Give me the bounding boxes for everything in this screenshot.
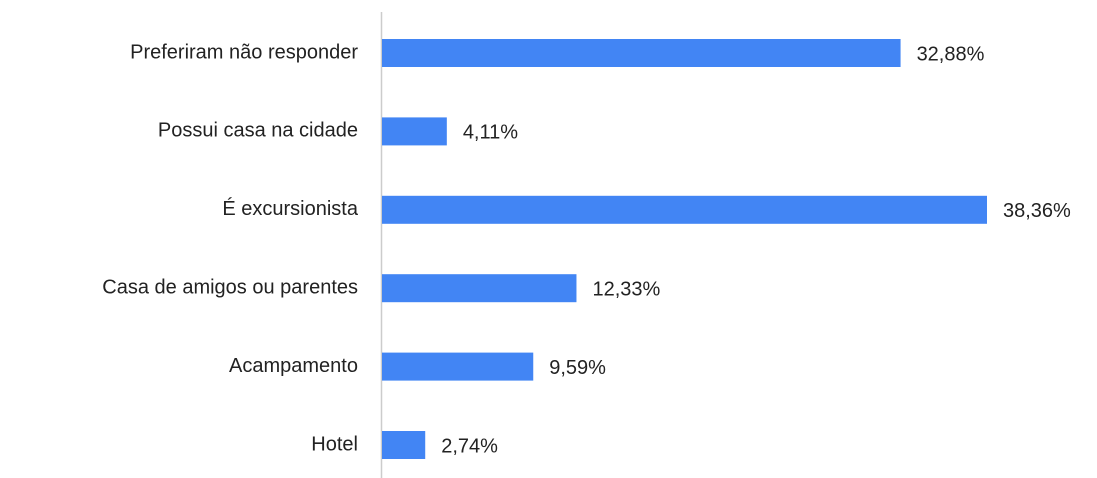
bar (382, 274, 577, 303)
category-label: Preferiram não responder (130, 41, 358, 63)
category-label: Casa de amigos ou parentes (102, 276, 358, 298)
category-label: Acampamento (229, 355, 358, 377)
bar (382, 352, 534, 381)
value-label: 12,33% (592, 278, 660, 300)
value-label: 9,59% (549, 357, 606, 379)
bar (382, 39, 901, 67)
bar (382, 117, 447, 146)
category-label: Possui casa na cidade (158, 120, 358, 142)
value-label: 32,88% (917, 43, 985, 65)
bar (382, 431, 426, 459)
bar (382, 195, 987, 224)
category-label: É excursionista (222, 197, 358, 220)
value-label: 38,36% (1003, 200, 1071, 222)
value-label: 2,74% (441, 435, 498, 457)
value-label: 4,11% (463, 122, 518, 144)
category-label: Hotel (311, 433, 358, 455)
